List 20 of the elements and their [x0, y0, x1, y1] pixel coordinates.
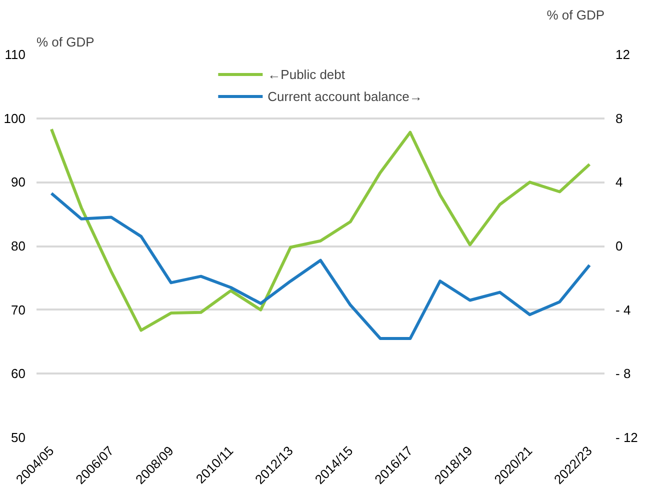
line-series — [50, 192, 592, 340]
y-tick-label: 80 — [11, 238, 26, 254]
y-tick-label: 70 — [11, 302, 26, 318]
y2-tick-label: 8 — [616, 110, 623, 126]
y2-axis-title: % of GDP — [546, 8, 604, 22]
y-tick-label: 100 — [4, 110, 26, 126]
y-tick-label: 110 — [4, 47, 26, 62]
y-axis-title: % of GDP — [36, 34, 94, 50]
legend-label: ←Public debt — [268, 66, 345, 82]
y2-tick-label: - 8 — [616, 366, 631, 382]
y-tick-label: 60 — [11, 366, 26, 382]
y2-tick-label: - 4 — [616, 302, 631, 318]
legend-label: Current account balance→ — [268, 88, 422, 104]
y2-tick-label: - 12 — [616, 430, 638, 445]
y-tick-label: 50 — [11, 430, 26, 445]
y2-tick-label: 12 — [616, 47, 630, 62]
y-tick-label: 90 — [11, 174, 26, 190]
y2-tick-label: 0 — [616, 238, 623, 254]
y2-tick-label: 4 — [616, 174, 623, 190]
line-series — [50, 128, 592, 332]
